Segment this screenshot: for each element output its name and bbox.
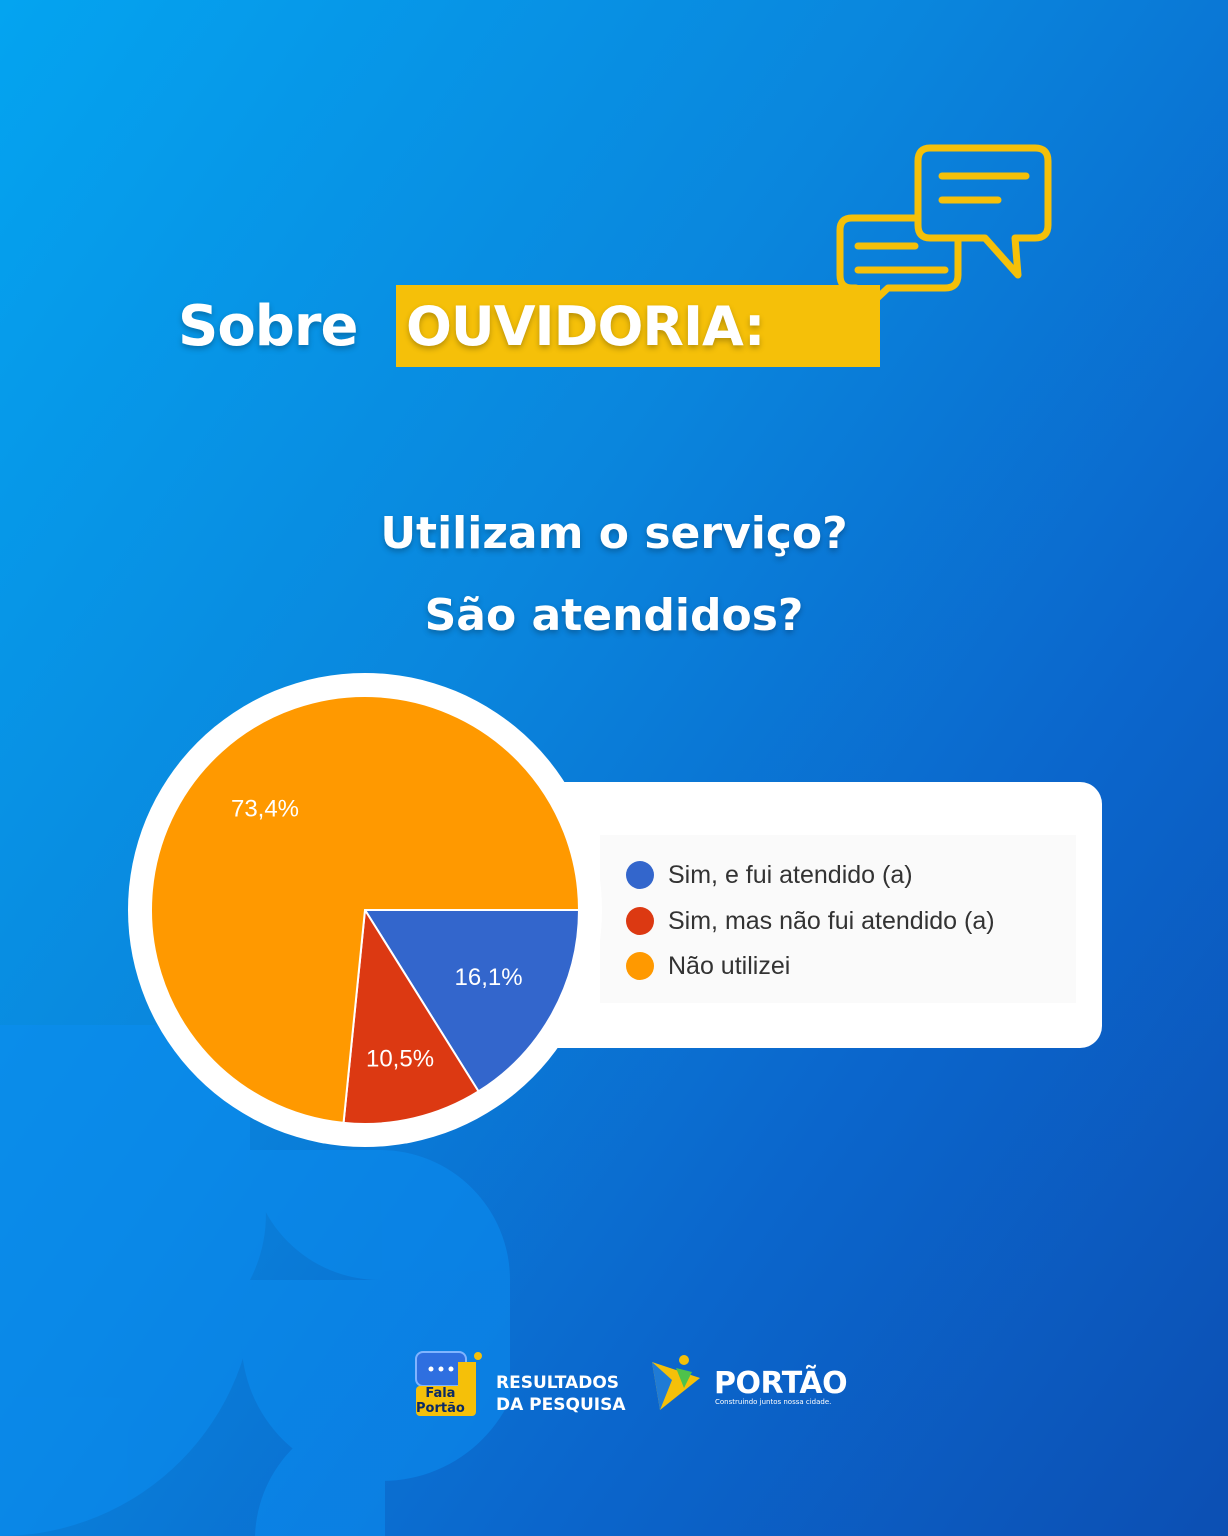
portao-tagline: Construindo juntos nossa cidade. <box>715 1398 832 1406</box>
pie-data-label-2: 73,4% <box>231 795 299 822</box>
results-line2: DA PESQUISA <box>496 1395 626 1415</box>
legend-item-atendido: Sim, e fui atendido (a) <box>626 860 913 890</box>
pie-slice-2 <box>150 695 581 1125</box>
page-title-highlight: OUVIDORIA: <box>406 295 765 358</box>
footer-logos <box>415 1351 700 1416</box>
fala-portao-logo-icon <box>415 1351 482 1416</box>
legend-swatch-blue <box>626 861 654 889</box>
pie-data-label-1: 10,5% <box>366 1045 434 1072</box>
results-label: RESULTADOS DA PESQUISA <box>496 1372 625 1416</box>
legend-item-nao-utilizei: Não utilizei <box>626 951 790 981</box>
fala-logo-line1: Fala <box>425 1386 456 1401</box>
question-line-1: Utilizam o serviço? <box>380 508 848 559</box>
title-highlight-box <box>396 285 880 367</box>
fala-logo-line2: Portão <box>416 1401 465 1416</box>
legend-label: Sim, mas não fui atendido (a) <box>668 906 995 935</box>
fala-portao-logo-text: Fala Portão <box>416 1386 465 1416</box>
legend-swatch-red <box>626 907 654 935</box>
legend-panel <box>600 835 1076 1003</box>
legend-item-nao-atendido: Sim, mas não fui atendido (a) <box>626 906 995 936</box>
legend-swatch-orange <box>626 952 654 980</box>
legend-label: Sim, e fui atendido (a) <box>668 860 913 889</box>
legend-label: Não utilizei <box>668 951 791 980</box>
pie-slice-1 <box>342 906 480 1125</box>
portao-star-logo-icon <box>652 1355 700 1410</box>
question-line-2: São atendidos? <box>424 590 804 641</box>
portao-wordmark: PORTÃO <box>714 1366 848 1401</box>
page-title-prefix: Sobre <box>178 294 358 359</box>
pie-chart-container: 16,1% 10,5% 73,4% <box>125 670 605 1154</box>
results-line1: RESULTADOS <box>496 1373 620 1393</box>
pie-data-label-0: 16,1% <box>455 964 523 991</box>
pie-slice-0 <box>363 909 581 1093</box>
chat-bubbles-icon <box>836 144 1052 322</box>
pie-chart: 16,1% 10,5% 73,4% <box>128 673 602 1147</box>
